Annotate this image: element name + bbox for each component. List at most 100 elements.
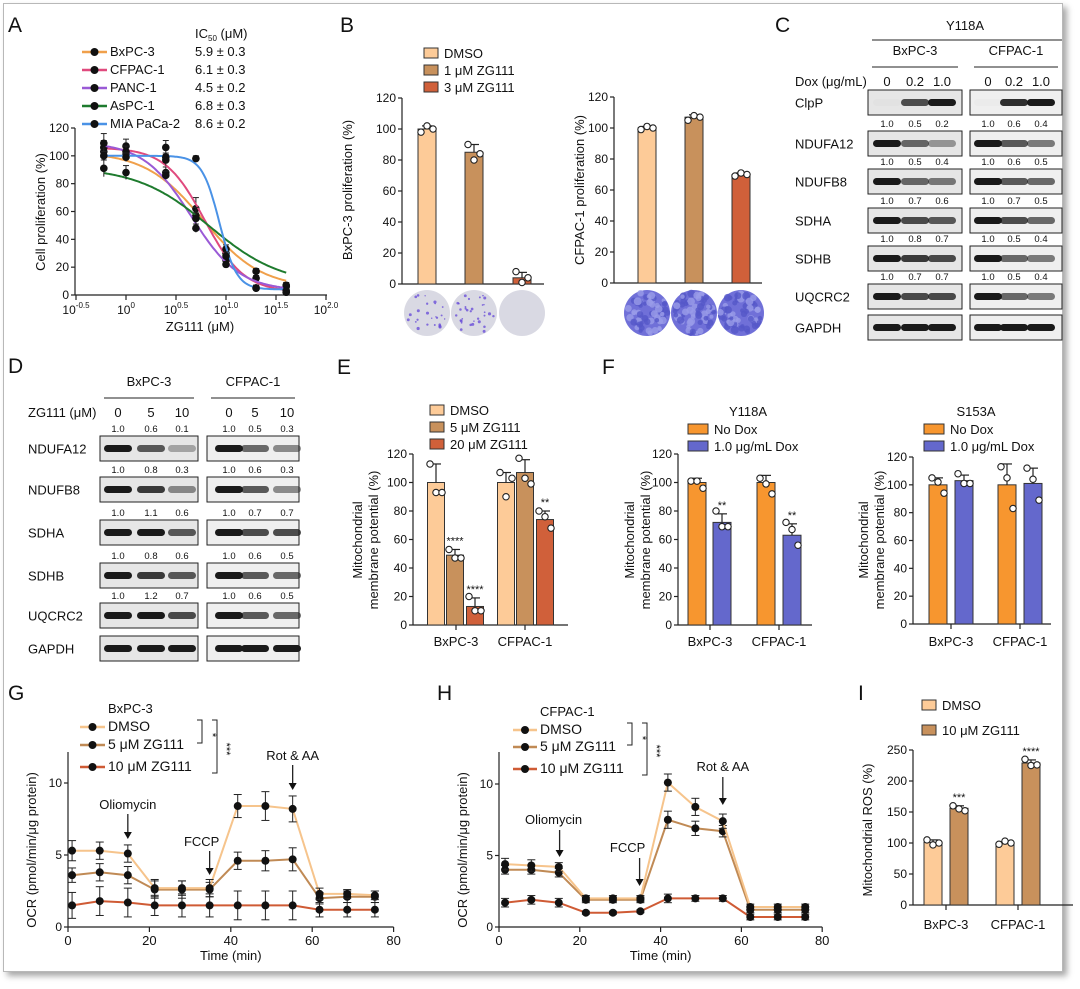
- band-quantification: 0.6: [248, 591, 261, 602]
- tick-exponent: 2.0: [327, 301, 339, 310]
- y-tick-label: 20: [595, 245, 609, 259]
- colony-dot: [745, 329, 751, 335]
- data-point: [205, 901, 214, 910]
- colony-dot: [706, 304, 711, 309]
- colony-dot: [482, 329, 486, 333]
- data-point: [177, 884, 186, 893]
- colony-dot: [662, 301, 667, 306]
- significance-label: **: [541, 497, 550, 509]
- data-point: [746, 912, 755, 921]
- y-tick-label: 60: [394, 533, 408, 547]
- data-point: [432, 488, 440, 497]
- data-point: [608, 908, 617, 917]
- y-tick-label: 20: [56, 260, 70, 274]
- significance-label: ***: [220, 743, 232, 757]
- bar: [995, 842, 1015, 906]
- colony-plate-image: [451, 290, 497, 336]
- y-axis-label: membrane potential (%): [638, 471, 653, 610]
- data-point: [663, 815, 672, 824]
- panel-label-d: D: [8, 355, 23, 378]
- band-quantification: 1.0: [111, 424, 124, 435]
- protein-band: [273, 572, 301, 579]
- data-point: [95, 897, 104, 906]
- band-quantification: 1.0: [981, 119, 994, 130]
- colony-dot: [464, 306, 467, 308]
- data-point: [205, 884, 214, 893]
- band-quantification: 0.5: [908, 157, 921, 168]
- legend-marker: [90, 84, 99, 92]
- y-tick-label: 40: [659, 561, 673, 575]
- protein-band: [1027, 178, 1055, 185]
- y-tick-label: 100: [376, 122, 396, 136]
- data-point: [150, 901, 159, 910]
- y-tick-label: 60: [56, 205, 70, 219]
- y-tick-label: 80: [659, 504, 673, 518]
- data-point: [1001, 837, 1009, 845]
- band-quantification: 1.0: [981, 272, 994, 283]
- data-point: [521, 474, 529, 482]
- protein-band: [928, 178, 956, 185]
- data-point: [429, 125, 437, 133]
- band-quantification: 0.2: [935, 119, 948, 130]
- significance-label: ****: [1022, 746, 1040, 758]
- colony-dot: [461, 318, 464, 320]
- colony-dot: [414, 320, 417, 323]
- y-axis-label: Mitochondrial: [622, 501, 637, 578]
- data-point: [762, 480, 770, 488]
- legend-label: 5 μM ZG111: [450, 420, 521, 435]
- protein-band: [928, 293, 956, 300]
- category-label: CFPAC-1: [498, 634, 553, 649]
- y-tick-label: 100: [49, 149, 69, 163]
- data-point: [192, 224, 200, 232]
- colony-dot: [642, 301, 647, 306]
- x-axis-label: Time (min): [630, 948, 692, 963]
- significance-label: *: [636, 736, 648, 741]
- data-point: [581, 894, 590, 903]
- series-line: [505, 818, 806, 911]
- y-tick-label: 0: [601, 276, 608, 290]
- band-quantification: 0.6: [935, 196, 948, 207]
- data-point: [782, 518, 790, 527]
- ic50-value: 6.1 ± 0.3: [195, 62, 246, 77]
- colony-dot: [681, 308, 689, 316]
- data-point: [929, 841, 937, 849]
- band-quantification: 1.0: [111, 508, 124, 519]
- category-label: BxPC-3: [434, 634, 479, 649]
- data-point: [477, 606, 485, 615]
- data-point: [995, 840, 1003, 848]
- data-point: [1035, 496, 1043, 504]
- colony-dot: [743, 308, 749, 314]
- tick-base: 10: [264, 303, 278, 317]
- band-quantification: 0.8: [908, 234, 921, 245]
- data-point: [718, 817, 727, 826]
- y-tick-label: 0: [62, 288, 69, 302]
- colony-dot: [740, 324, 745, 329]
- band-quantification: 1.0: [880, 234, 893, 245]
- legend-swatch: [687, 440, 709, 452]
- y-tick-label: 80: [383, 153, 397, 167]
- band-quantification: 1.0: [111, 591, 124, 602]
- band-quantification: 1.0: [981, 196, 994, 207]
- protein-band: [928, 217, 956, 224]
- legend-label: DMSO: [450, 403, 489, 418]
- protein-band: [241, 486, 269, 493]
- ic50-value: 4.5 ± 0.2: [195, 80, 246, 95]
- data-point: [636, 894, 645, 903]
- colony-dot: [717, 309, 724, 316]
- significance-label: ****: [446, 535, 464, 547]
- protein-band: [104, 445, 132, 452]
- blot-title: Y118A: [946, 18, 984, 33]
- colony-dot: [687, 289, 696, 298]
- data-point: [508, 474, 516, 482]
- panel-label-c: C: [775, 14, 790, 37]
- data-point: [743, 170, 751, 179]
- colony-dot: [482, 294, 484, 297]
- data-point: [501, 898, 510, 907]
- legend-swatch: [921, 699, 937, 711]
- data-point: [960, 479, 968, 488]
- data-point: [95, 868, 104, 877]
- legend-label: 5 μM ZG111: [108, 736, 184, 752]
- protein-band: [1000, 99, 1028, 106]
- protein-band: [974, 140, 1002, 147]
